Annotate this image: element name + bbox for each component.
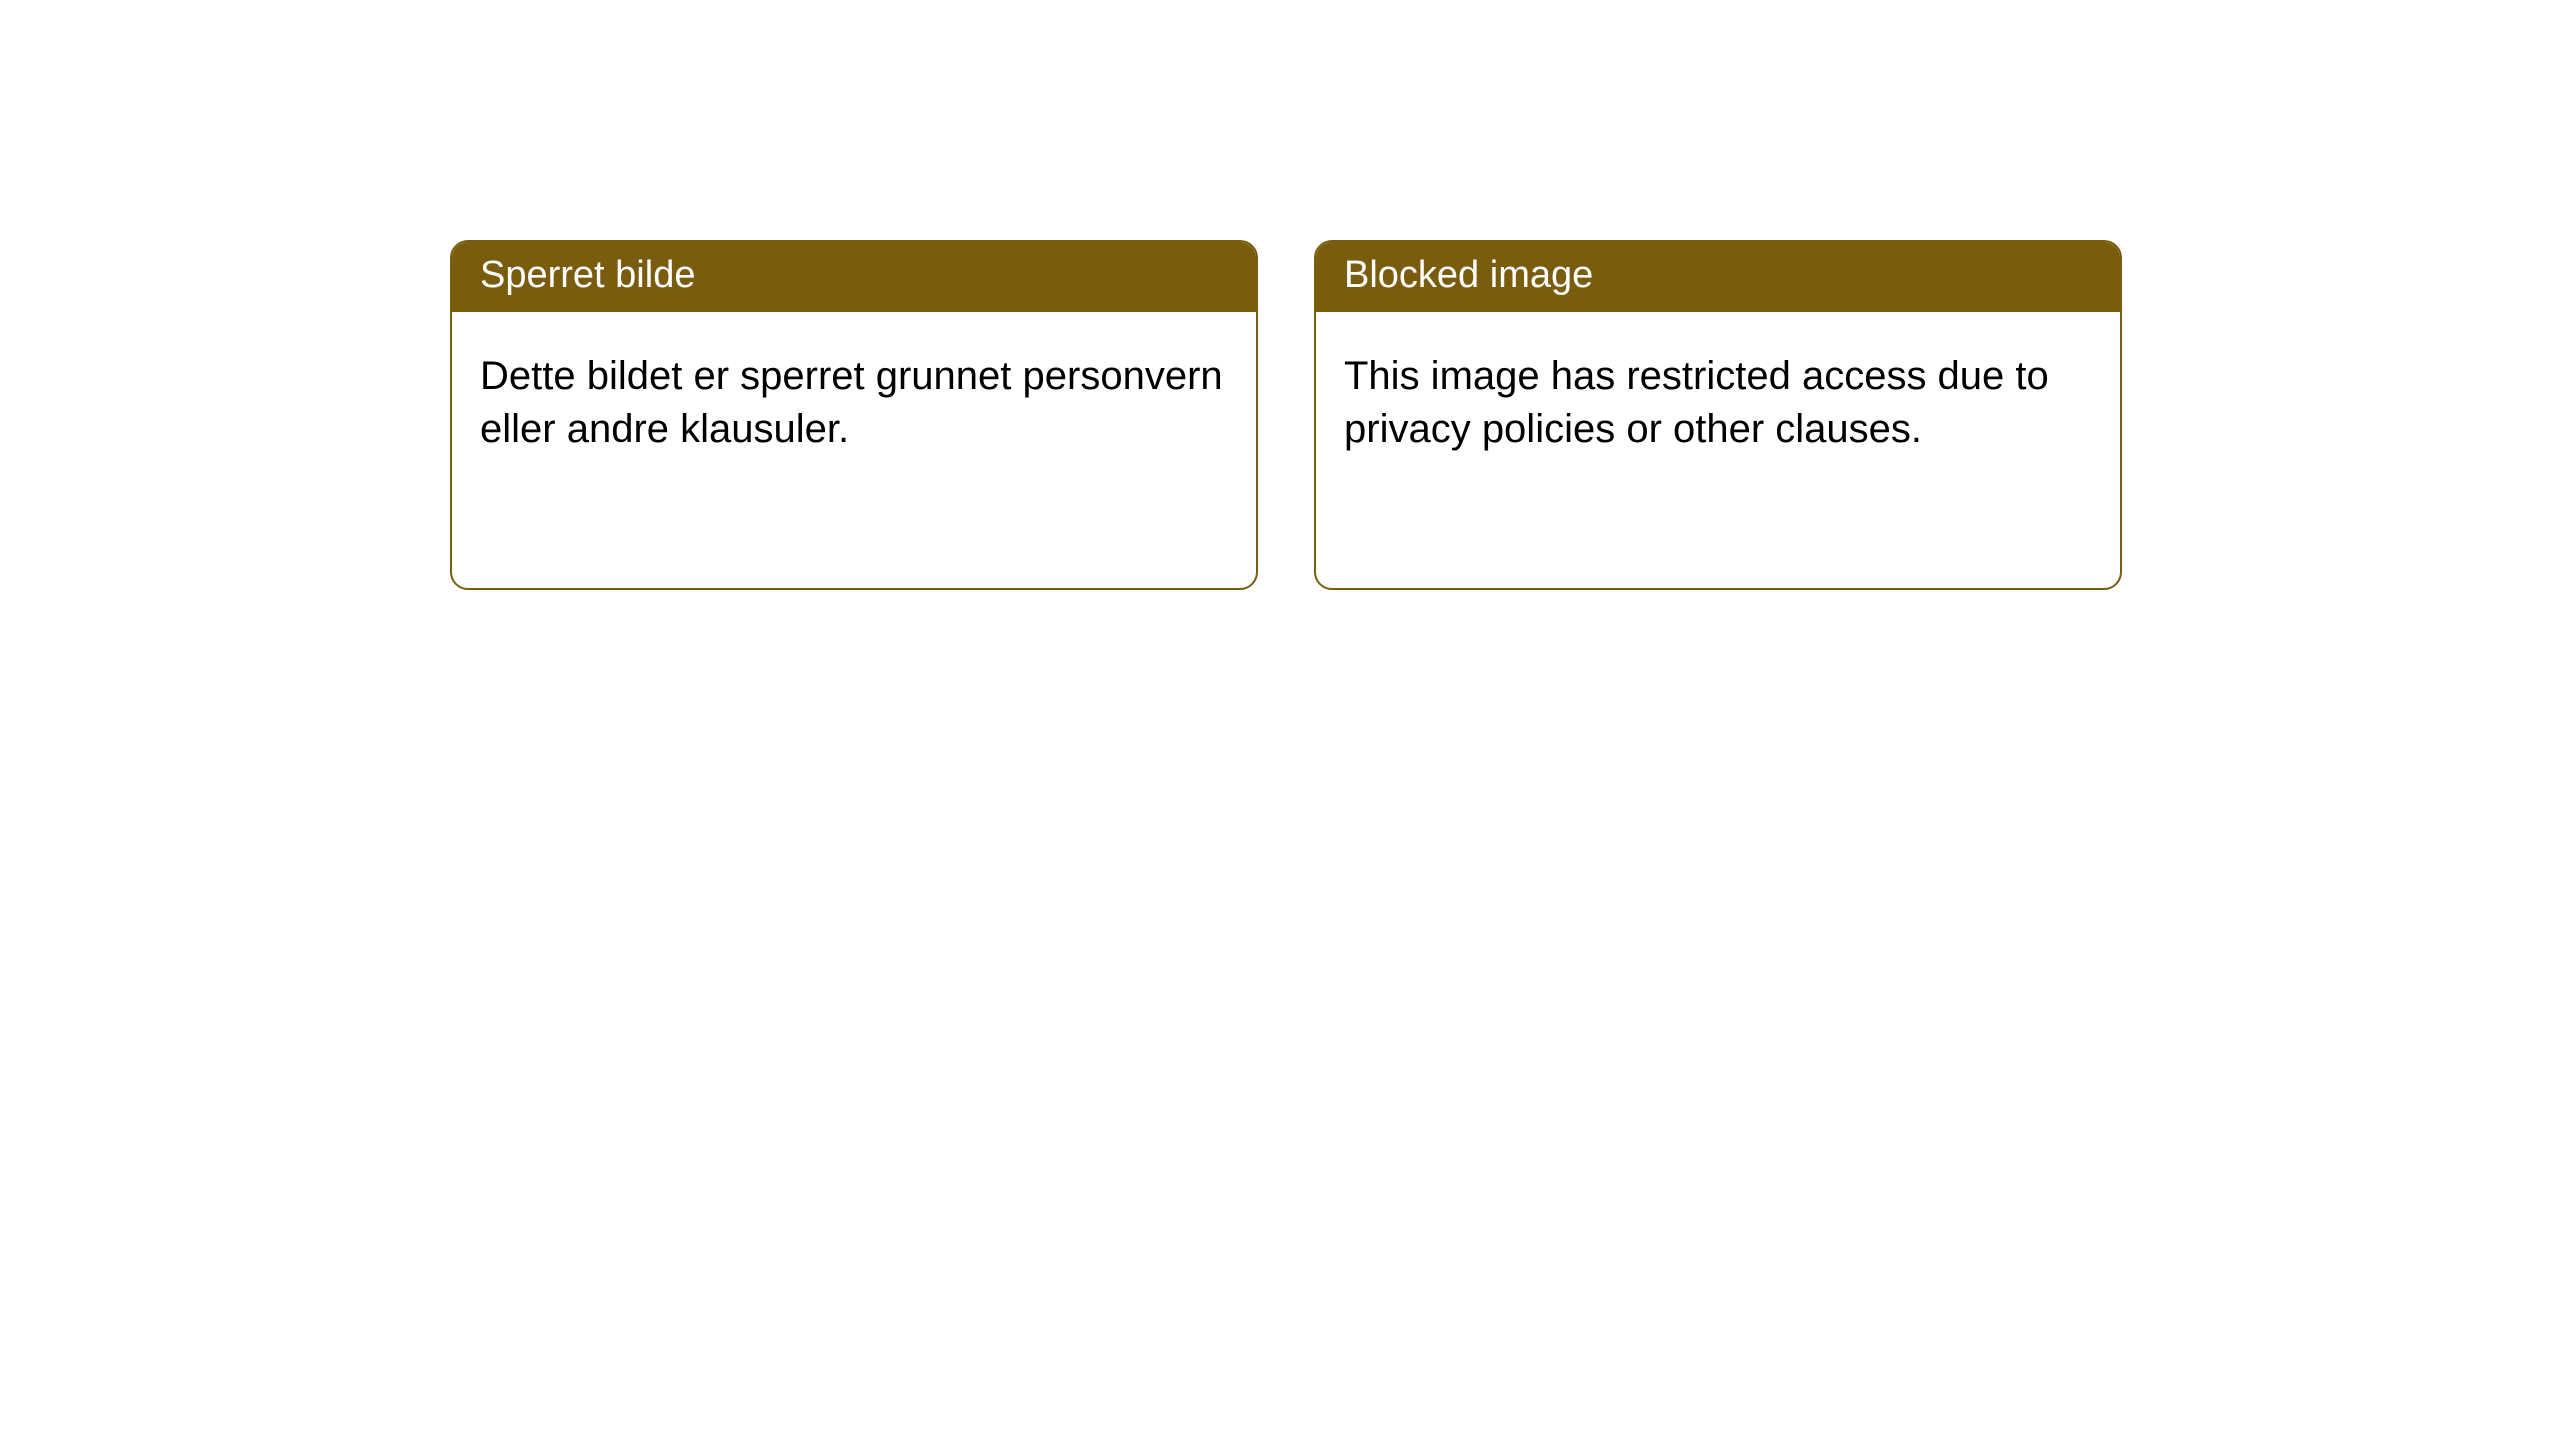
card-english-body: This image has restricted access due to … [1316,312,2120,588]
card-english-title: Blocked image [1316,242,2120,312]
card-norwegian: Sperret bilde Dette bildet er sperret gr… [450,240,1258,590]
notice-cards-container: Sperret bilde Dette bildet er sperret gr… [0,0,2560,590]
card-norwegian-title: Sperret bilde [452,242,1256,312]
card-english: Blocked image This image has restricted … [1314,240,2122,590]
card-english-text: This image has restricted access due to … [1344,350,2092,456]
card-norwegian-body: Dette bildet er sperret grunnet personve… [452,312,1256,588]
card-norwegian-text: Dette bildet er sperret grunnet personve… [480,350,1228,456]
